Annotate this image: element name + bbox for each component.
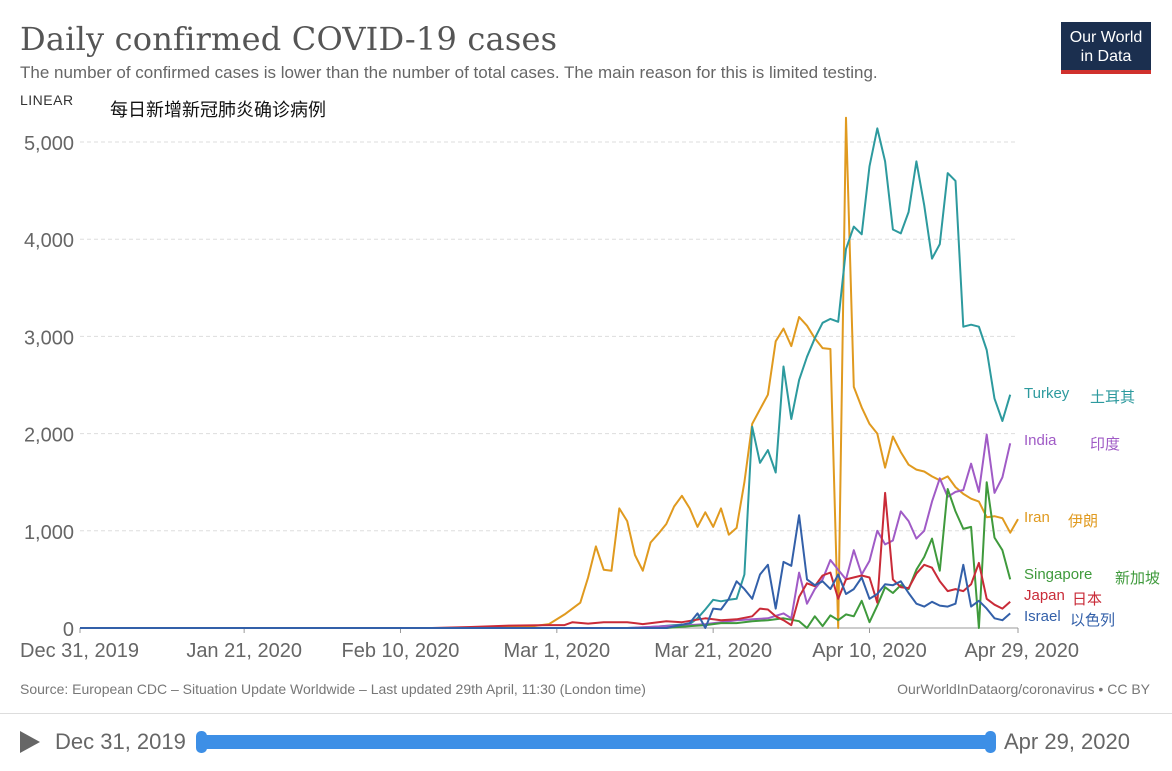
series-label-cn-india: 印度 bbox=[1090, 435, 1120, 453]
series-label-israel: Israel bbox=[1024, 608, 1061, 625]
series-label-cn-israel: 以色列 bbox=[1070, 611, 1115, 629]
line-chart: 0 1,000 2,000 3,000 4,000 5,000 Dec 31, 2019 Ja… bbox=[20, 116, 1160, 662]
series-label-india: India bbox=[1024, 432, 1057, 449]
timeline-start-label: Dec 31, 2019 bbox=[55, 729, 186, 754]
series-label-japan: Japan bbox=[1024, 587, 1065, 604]
series-label-cn-iran: 伊朗 bbox=[1068, 512, 1098, 530]
y-tick-label: 1,000 bbox=[24, 522, 74, 544]
y-tick-label: 0 bbox=[63, 619, 74, 641]
divider bbox=[0, 713, 1172, 714]
x-tick-label: Feb 10, 2020 bbox=[342, 640, 460, 662]
x-tick-label: Mar 1, 2020 bbox=[503, 640, 610, 662]
logo-line-1: Our World bbox=[1069, 29, 1143, 46]
timeline-end-label: Apr 29, 2020 bbox=[1004, 729, 1130, 754]
chart-subtitle: The number of confirmed cases is lower t… bbox=[20, 63, 878, 82]
series-line-iran bbox=[80, 116, 1019, 629]
series-line-turkey bbox=[80, 127, 1012, 629]
x-tick-label: Apr 29, 2020 bbox=[964, 640, 1079, 662]
x-tick-label: Jan 21, 2020 bbox=[186, 640, 302, 662]
play-icon[interactable] bbox=[20, 731, 40, 753]
owid-logo[interactable]: Our World in Data bbox=[1061, 22, 1151, 74]
timeline-slider-track[interactable] bbox=[199, 735, 993, 749]
series-label-cn-singapore: 新加坡 bbox=[1115, 569, 1160, 587]
series-label-singapore: Singapore bbox=[1024, 566, 1092, 583]
timeline-start-handle[interactable] bbox=[196, 731, 207, 753]
series-label-turkey: Turkey bbox=[1024, 385, 1070, 402]
y-tick-label: 2,000 bbox=[24, 425, 74, 447]
source-note: Source: European CDC – Situation Update … bbox=[20, 681, 646, 697]
license-link[interactable]: OurWorldInDataorg/coronavirus • CC BY bbox=[897, 681, 1150, 697]
series-label-iran: Iran bbox=[1024, 509, 1050, 526]
series-label-cn-japan: 日本 bbox=[1072, 590, 1102, 608]
x-tick-label: Dec 31, 2019 bbox=[20, 640, 139, 662]
series-line-japan bbox=[80, 491, 1011, 629]
timeline-end-handle[interactable] bbox=[985, 731, 996, 753]
y-tick-label: 3,000 bbox=[24, 327, 74, 349]
chinese-annotation: 每日新增新冠肺炎确诊病例 bbox=[110, 100, 326, 121]
scale-toggle-linear[interactable]: LINEAR bbox=[20, 92, 74, 108]
logo-line-2: in Data bbox=[1080, 48, 1132, 65]
chart-title: Daily confirmed COVID-19 cases bbox=[20, 20, 558, 58]
y-tick-label: 5,000 bbox=[24, 133, 74, 155]
x-tick-label: Mar 21, 2020 bbox=[654, 640, 772, 662]
series-line-israel bbox=[80, 514, 1011, 629]
y-tick-label: 4,000 bbox=[24, 230, 74, 252]
series-line-singapore bbox=[80, 481, 1012, 629]
x-tick-label: Apr 10, 2020 bbox=[812, 640, 927, 662]
series-label-cn-turkey: 土耳其 bbox=[1090, 388, 1135, 406]
